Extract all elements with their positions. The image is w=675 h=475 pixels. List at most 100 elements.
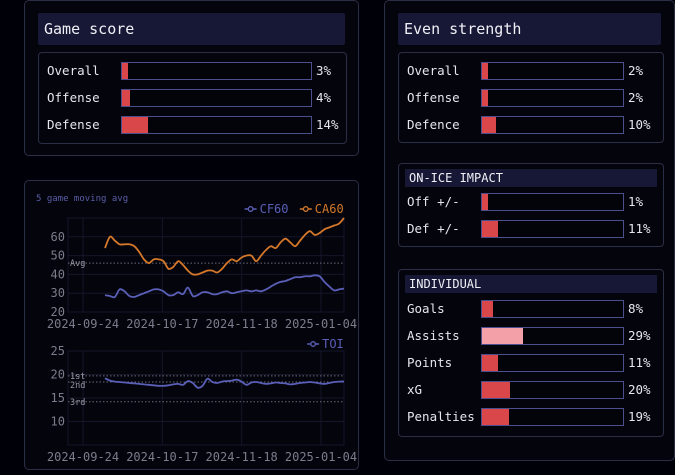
individual-label: Penalties <box>407 409 475 424</box>
game_score-percent: 14% <box>316 117 339 132</box>
individual-title: INDIVIDUAL <box>405 275 657 293</box>
individual-bar <box>481 327 624 345</box>
even_strength-row-offense: Offense 2% <box>399 89 663 107</box>
even_strength-bar-fill <box>482 90 488 106</box>
individual-percent: 20% <box>628 382 651 397</box>
series-line-toi <box>104 377 345 389</box>
chart-1-x-tick-label: 2024-09-24 <box>47 450 119 464</box>
even_strength-label: Overall <box>407 63 460 78</box>
even_strength-bar-fill <box>482 63 488 79</box>
on_ice_impact-percent: 11% <box>628 221 651 236</box>
chart-0-x-tick-label: 2025-01-04 <box>285 317 357 331</box>
individual-percent: 8% <box>628 301 644 316</box>
game_score-bar-fill <box>122 90 130 106</box>
individual-label: Points <box>407 355 453 370</box>
game-score-panel: Game score Overall 3% Offense 4% Defense 14% <box>24 0 359 156</box>
on_ice_impact-row-def: Def +/- 11% <box>399 220 663 238</box>
chart-0-x-tick-label: 2024-11-18 <box>206 317 278 331</box>
chart-1-y-tick-label: 25 <box>51 344 65 358</box>
chart-title: 5 game moving avg <box>36 194 128 204</box>
game_score-row-offense: Offense 4% <box>39 89 346 107</box>
on_ice_impact-bar-fill <box>482 221 498 237</box>
chart-1-y-tick-label: 15 <box>51 391 65 405</box>
individual-label: Goals <box>407 301 445 316</box>
chart-1-reference-label: 1st <box>70 372 85 382</box>
chart-1-reference-label: 3rd <box>70 398 85 408</box>
chart-1-x-tick-label: 2025-01-04 <box>285 450 357 464</box>
game_score-bar <box>121 89 312 107</box>
game_score-bar <box>121 116 312 134</box>
chart-0-y-tick-label: 50 <box>51 249 65 263</box>
individual-label: xG <box>407 382 423 397</box>
individual-bar <box>481 381 624 399</box>
series-line-cf60 <box>104 274 345 299</box>
legend-label-cf60: CF60 <box>260 202 289 216</box>
even_strength-row-defence: Defence 10% <box>399 116 663 134</box>
game_score-percent: 4% <box>316 90 332 105</box>
chart-0-y-tick-label: 60 <box>51 230 65 244</box>
game_score-row-overall: Overall 3% <box>39 62 346 80</box>
on_ice_impact-bar <box>481 220 624 238</box>
game_score-bar <box>121 62 312 80</box>
charts-svg: 5 game moving avg 20 30 40 50 60 2024-09-24 20… <box>36 194 357 464</box>
individual-row-assists: Assists 29% <box>399 327 663 345</box>
individual-percent: 29% <box>628 328 651 343</box>
individual-percent: 19% <box>628 409 651 424</box>
on_ice_impact-bar-fill <box>482 194 488 210</box>
chart-0-plot-area <box>67 217 345 313</box>
individual-bar-fill <box>482 355 498 371</box>
game_score-label: Defense <box>47 117 100 132</box>
on-ice-impact-box: ON-ICE IMPACT Off +/- 1% Def +/- 11% <box>398 163 664 247</box>
individual-bar-fill <box>482 382 511 398</box>
legend-marker-cf60 <box>247 206 254 212</box>
even_strength-row-overall: Overall 2% <box>399 62 663 80</box>
on_ice_impact-bar <box>481 193 624 211</box>
even_strength-bar-fill <box>482 117 497 133</box>
even_strength-percent: 2% <box>628 90 644 105</box>
on_ice_impact-percent: 1% <box>628 194 644 209</box>
chart-0-y-tick-label: 30 <box>51 286 65 300</box>
even_strength-percent: 2% <box>628 63 644 78</box>
on_ice_impact-label: Off +/- <box>407 194 460 209</box>
chart-1-reference-label: 2nd <box>70 381 85 391</box>
chart-0-x-tick-label: 2024-10-17 <box>126 317 198 331</box>
series-line-ca60 <box>104 217 345 276</box>
game_score-bar-fill <box>122 63 128 79</box>
chart-1-y-tick-label: 10 <box>51 415 65 429</box>
individual-bar <box>481 300 624 318</box>
chart-0-y-tick-label: 20 <box>51 305 65 319</box>
game-score-box: Overall 3% Offense 4% Defense 14% <box>38 52 347 144</box>
on_ice_impact-row-off: Off +/- 1% <box>399 193 663 211</box>
even_strength-bar <box>481 89 624 107</box>
individual-bar <box>481 408 624 426</box>
legend-label-toi: TOI <box>322 337 344 351</box>
game_score-row-defense: Defense 14% <box>39 116 346 134</box>
even-strength-title: Even strength <box>398 13 661 45</box>
individual-bar <box>481 354 624 372</box>
even_strength-label: Offense <box>407 90 460 105</box>
even-strength-panel: Even strength Overall 2% Offense 2% Defence 1… <box>384 0 675 461</box>
game_score-percent: 3% <box>316 63 332 78</box>
even_strength-label: Defence <box>407 117 460 132</box>
chart-1-x-tick-label: 2024-11-18 <box>206 450 278 464</box>
individual-bar-fill <box>482 301 494 317</box>
on-ice-impact-title: ON-ICE IMPACT <box>405 169 657 187</box>
chart-0-y-tick-label: 40 <box>51 267 65 281</box>
even_strength-bar <box>481 62 624 80</box>
individual-label: Assists <box>407 328 460 343</box>
legend-marker-ca60 <box>302 206 309 212</box>
individual-bar-fill <box>482 409 509 425</box>
individual-row-points: Points 11% <box>399 354 663 372</box>
individual-row-goals: Goals 8% <box>399 300 663 318</box>
individual-box: INDIVIDUAL Goals 8% Assists 29% Points 11% xG 2… <box>398 269 664 437</box>
individual-row-penalties: Penalties 19% <box>399 408 663 426</box>
even_strength-bar <box>481 116 624 134</box>
legend-label-ca60: CA60 <box>315 202 344 216</box>
even-strength-box: Overall 2% Offense 2% Defence 10% <box>398 52 664 143</box>
game_score-label: Overall <box>47 63 100 78</box>
individual-percent: 11% <box>628 355 651 370</box>
chart-0-reference-label: Avg <box>70 259 85 269</box>
charts-panel: 5 game moving avg 20 30 40 50 60 2024-09-24 20… <box>24 180 359 470</box>
chart-0-x-tick-label: 2024-09-24 <box>47 317 119 331</box>
game_score-bar-fill <box>122 117 149 133</box>
